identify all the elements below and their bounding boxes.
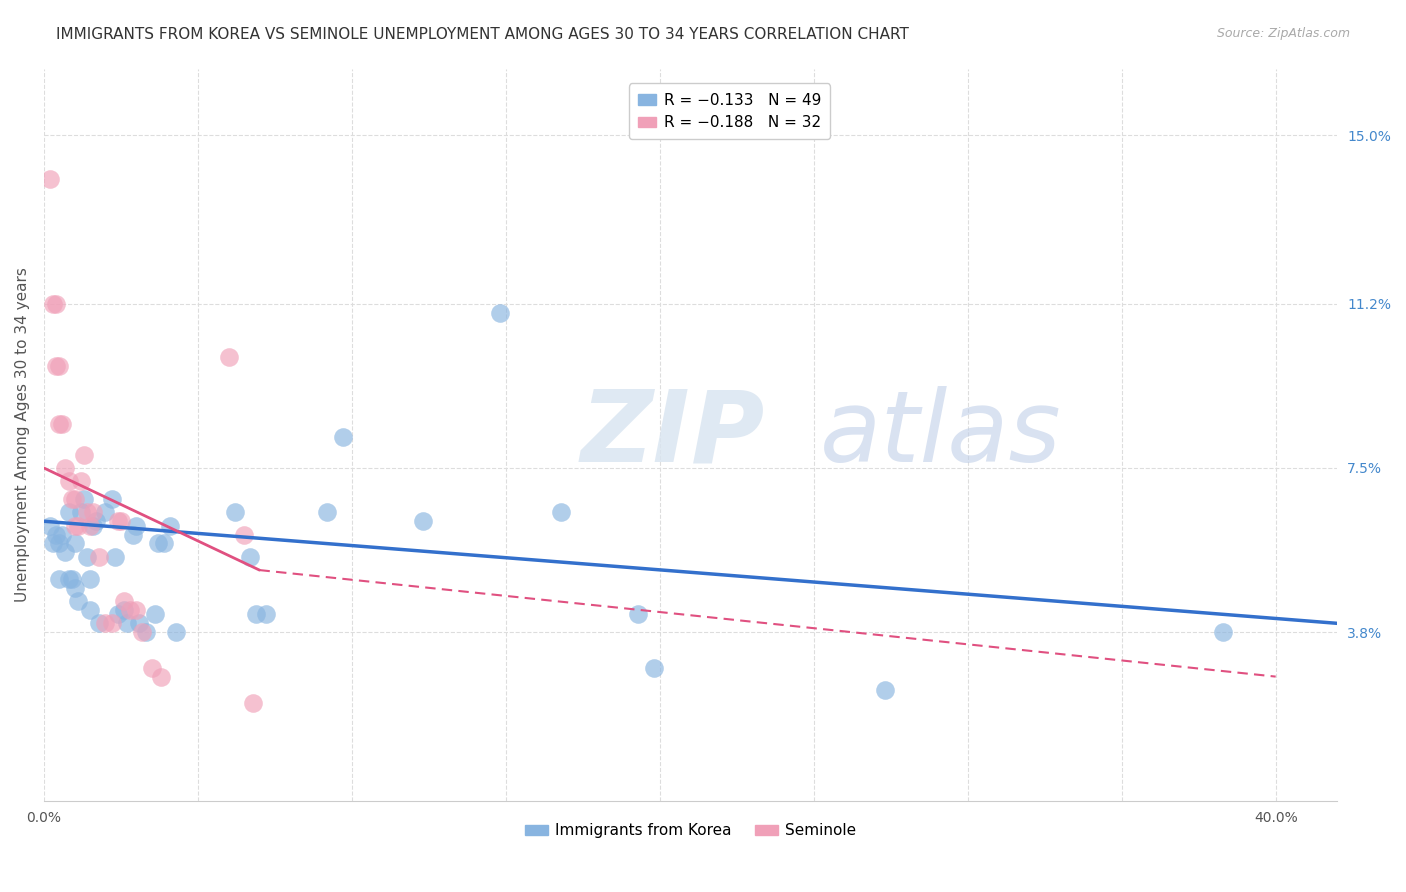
Point [69, 505, 91, 519]
Text: ZI: ZI [581, 386, 690, 483]
Point [412, 514, 434, 528]
Point [89, 549, 111, 564]
Point [332, 430, 354, 444]
Point [55, 545, 77, 559]
Point [224, 505, 246, 519]
Point [128, 616, 150, 631]
Point [48, 536, 70, 550]
Point [100, 491, 122, 506]
Point [89, 616, 111, 631]
Point [873, 682, 896, 697]
Point [63, 581, 86, 595]
Point [233, 527, 256, 541]
Point [58, 475, 80, 489]
Point [141, 661, 163, 675]
Point [73, 448, 96, 462]
Point [149, 670, 172, 684]
Point [48, 417, 70, 431]
Point [79, 572, 101, 586]
Point [254, 607, 277, 622]
Point [63, 491, 86, 506]
Point [627, 607, 650, 622]
Legend: Immigrants from Korea, Seminole: Immigrants from Korea, Seminole [519, 817, 862, 845]
Text: atlas: atlas [820, 386, 1062, 483]
Point [125, 603, 148, 617]
Point [66, 594, 89, 608]
Point [82, 518, 104, 533]
Point [66, 518, 89, 533]
Point [51, 417, 73, 431]
Point [125, 518, 148, 533]
Point [51, 527, 73, 541]
Point [63, 518, 86, 533]
Point [107, 514, 129, 528]
Point [48, 359, 70, 373]
Point [239, 549, 262, 564]
Text: Source: ZipAtlas.com: Source: ZipAtlas.com [1216, 27, 1350, 40]
Point [153, 536, 176, 550]
Point [143, 607, 166, 622]
Text: IMMIGRANTS FROM KOREA VS SEMINOLE UNEMPLOYMENT AMONG AGES 30 TO 34 YEARS CORRELA: IMMIGRANTS FROM KOREA VS SEMINOLE UNEMPL… [56, 27, 910, 42]
Point [39, 518, 62, 533]
Point [45, 527, 67, 541]
Point [42, 536, 65, 550]
Point [60, 491, 83, 506]
Point [69, 475, 91, 489]
Point [218, 350, 240, 364]
Point [45, 297, 67, 311]
Point [643, 661, 665, 675]
Point [316, 505, 339, 519]
Point [1212, 625, 1234, 640]
Point [58, 505, 80, 519]
Point [42, 297, 65, 311]
Point [159, 518, 181, 533]
Point [115, 616, 138, 631]
Point [165, 625, 187, 640]
Point [488, 305, 510, 319]
Point [104, 549, 127, 564]
Point [550, 505, 572, 519]
Point [60, 572, 83, 586]
Point [94, 505, 117, 519]
Point [131, 625, 153, 640]
Point [55, 461, 77, 475]
Point [76, 505, 98, 519]
Text: P: P [690, 386, 763, 483]
Point [48, 572, 70, 586]
Point [76, 549, 98, 564]
Point [134, 625, 156, 640]
Point [63, 536, 86, 550]
Point [84, 514, 107, 528]
Point [120, 603, 142, 617]
Point [82, 505, 104, 519]
Point [45, 359, 67, 373]
Point [112, 594, 135, 608]
Point [112, 603, 135, 617]
Point [79, 518, 101, 533]
Point [122, 527, 145, 541]
Point [100, 616, 122, 631]
Point [58, 572, 80, 586]
Point [79, 603, 101, 617]
Point [110, 514, 132, 528]
Point [73, 491, 96, 506]
Y-axis label: Unemployment Among Ages 30 to 34 years: Unemployment Among Ages 30 to 34 years [15, 268, 30, 602]
Point [39, 172, 62, 186]
Point [107, 607, 129, 622]
Point [242, 696, 264, 710]
Point [245, 607, 267, 622]
Point [146, 536, 169, 550]
Point [94, 616, 117, 631]
